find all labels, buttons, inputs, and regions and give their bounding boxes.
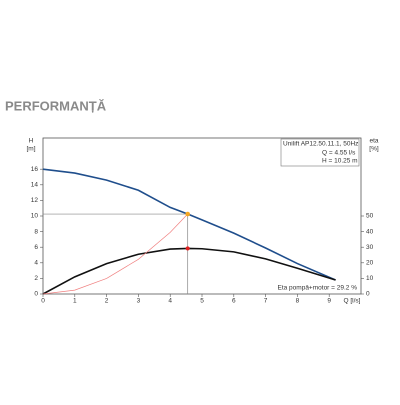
y-tick-label: 12 [31, 197, 39, 204]
y-tick-label: 2 [34, 275, 38, 282]
y2-axis-unit: [%] [369, 146, 379, 153]
info-line: Q = 4.55 l/s [322, 150, 356, 157]
info-box [280, 138, 360, 167]
y-tick-label: 16 [31, 166, 39, 173]
operating-point [185, 211, 190, 217]
y2-tick-label: 20 [366, 260, 374, 267]
y-tick-label: 10 [31, 213, 39, 220]
x-axis-label: Q [l/s] [344, 298, 361, 305]
y2-tick-label: 0 [366, 291, 370, 298]
curve [42, 168, 336, 281]
x-tick-label: 5 [200, 298, 204, 305]
x-tick-label: 0 [41, 298, 45, 305]
y2-tick-label: 30 [366, 244, 374, 251]
y-tick-label: 0 [34, 291, 38, 298]
efficiency-note: Eta pompă+motor = 29.2 % [278, 285, 358, 292]
y-tick-label: 14 [31, 182, 39, 189]
efficiency-point [185, 246, 190, 251]
y-axis-label: H [29, 138, 34, 145]
x-tick-label: 9 [327, 298, 331, 305]
page-title: PERFORMANȚĂ [5, 98, 107, 113]
y-tick-label: 4 [34, 260, 38, 267]
y2-axis-label: eta [369, 138, 378, 145]
x-tick-label: 1 [73, 298, 77, 305]
info-line: H = 10.25 m [322, 158, 358, 165]
x-tick-label: 3 [137, 298, 141, 305]
y2-tick-label: 40 [366, 228, 374, 235]
x-tick-label: 2 [105, 298, 109, 305]
x-tick-label: 4 [168, 298, 172, 305]
x-tick-label: 8 [296, 298, 300, 305]
curve [42, 213, 188, 295]
y2-tick-label: 50 [366, 213, 374, 220]
y-axis-unit: [m] [26, 146, 35, 153]
y2-tick-label: 10 [366, 275, 374, 282]
y-tick-label: 8 [34, 228, 38, 235]
info-line: Unilift AP12.50.11.1, 50Hz [283, 141, 358, 148]
y-tick-label: 6 [34, 244, 38, 251]
x-tick-label: 7 [264, 298, 268, 305]
x-tick-label: 6 [232, 298, 236, 305]
